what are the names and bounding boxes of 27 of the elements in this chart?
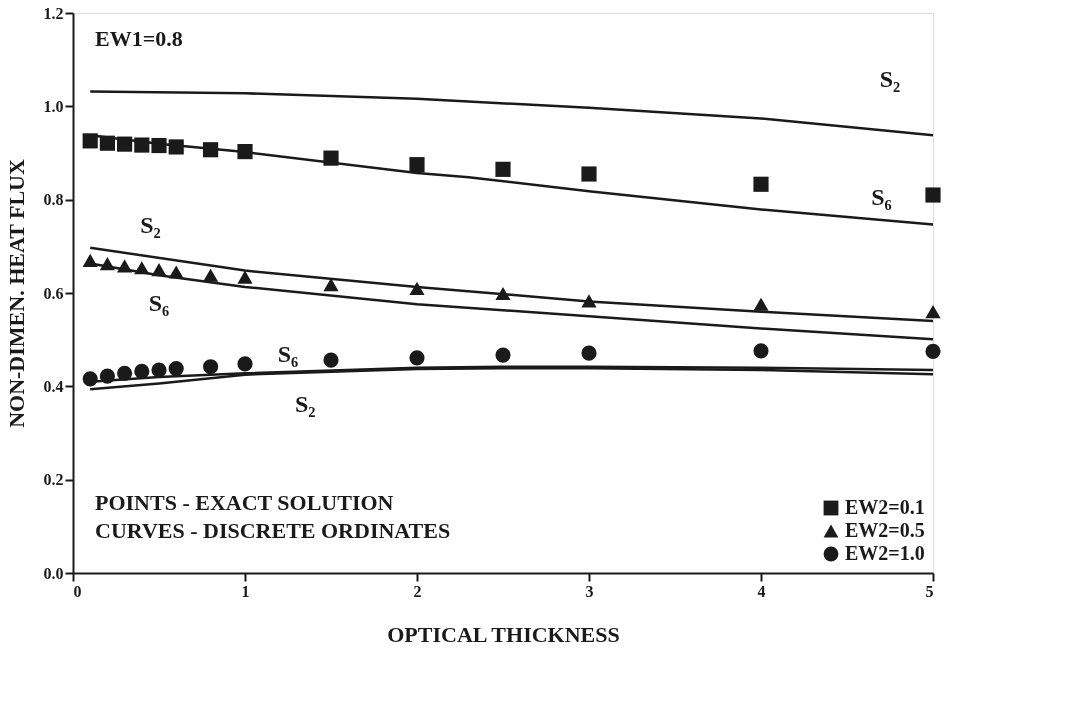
y-tick-label: 1.0 bbox=[43, 97, 64, 115]
y-tick-label: 0.2 bbox=[43, 471, 64, 489]
x-tick-label: 4 bbox=[757, 582, 766, 600]
x-tick-label: 5 bbox=[925, 582, 934, 600]
annotation: S₂ bbox=[294, 391, 316, 417]
annotation: EW1=0.8 bbox=[95, 26, 183, 51]
y-tick-label: 0.4 bbox=[43, 377, 64, 395]
annotation: S₆ bbox=[277, 340, 299, 367]
annotation: S₆ bbox=[148, 290, 170, 317]
y-tick-label: 0.0 bbox=[43, 564, 64, 582]
legend-label: EW2=0.1 bbox=[845, 496, 925, 518]
x-tick-label: 1 bbox=[241, 582, 250, 600]
y-tick-label: 1.2 bbox=[43, 4, 64, 22]
y-tick-label: 0.6 bbox=[43, 284, 64, 302]
annotation: POINTS - EXACT SOLUTION bbox=[95, 490, 394, 515]
annotation: CURVES - DISCRETE ORDINATES bbox=[95, 518, 451, 543]
y-tick-label: 0.8 bbox=[43, 191, 64, 209]
x-tick-label: 2 bbox=[413, 582, 422, 600]
x-tick-label: 3 bbox=[585, 582, 594, 600]
y-axis-title: NON-DIMEN. HEAT FLUX bbox=[3, 159, 29, 428]
legend-label: EW2=0.5 bbox=[845, 519, 925, 541]
x-axis-title: OPTICAL THICKNESS bbox=[387, 621, 620, 647]
annotation: S₂ bbox=[879, 66, 901, 93]
annotation: S₂ bbox=[140, 211, 161, 238]
x-tick-label: 0 bbox=[73, 582, 82, 600]
legend-label: EW2=1.0 bbox=[845, 542, 925, 564]
annotation: S₆ bbox=[871, 183, 892, 210]
